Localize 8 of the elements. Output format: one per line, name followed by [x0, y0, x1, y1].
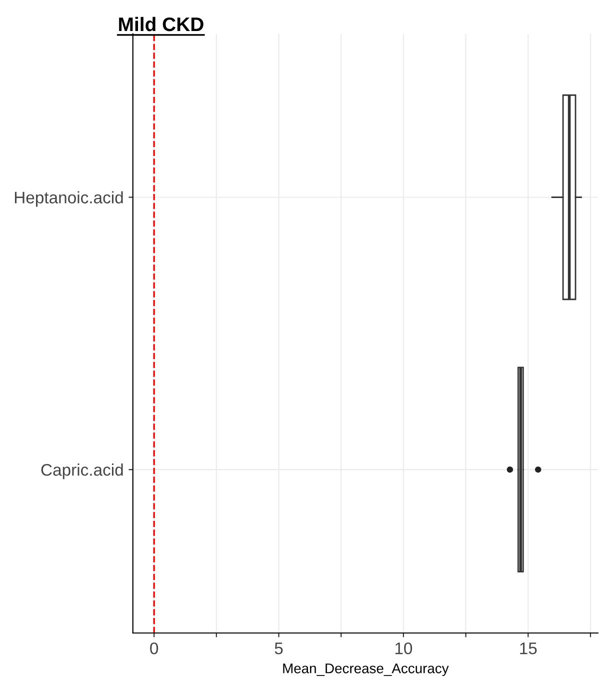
- y-tick-label: Heptanoic.acid: [14, 191, 123, 207]
- x-tick-label: 5: [274, 642, 283, 654]
- x-tick-label: 15: [520, 642, 537, 654]
- x-axis-title: Mean_Decrease_Accuracy: [283, 664, 449, 676]
- x-tick-label: 0: [150, 642, 158, 654]
- chart-title: Mild CKD: [119, 16, 204, 32]
- y-tick-label: Capric.acid: [41, 464, 123, 480]
- x-tick-label: 10: [395, 642, 412, 654]
